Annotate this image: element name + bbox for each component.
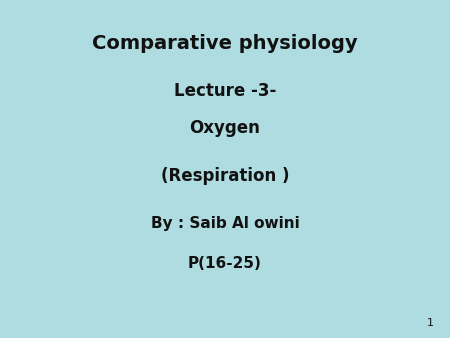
Text: By : Saib Al owini: By : Saib Al owini [151, 216, 299, 231]
Text: (Respiration ): (Respiration ) [161, 167, 289, 185]
Text: Oxygen: Oxygen [189, 119, 261, 138]
Text: Lecture -3-: Lecture -3- [174, 82, 276, 100]
Text: 1: 1 [427, 318, 434, 328]
Text: Comparative physiology: Comparative physiology [92, 34, 358, 53]
Text: P(16-25): P(16-25) [188, 256, 262, 271]
